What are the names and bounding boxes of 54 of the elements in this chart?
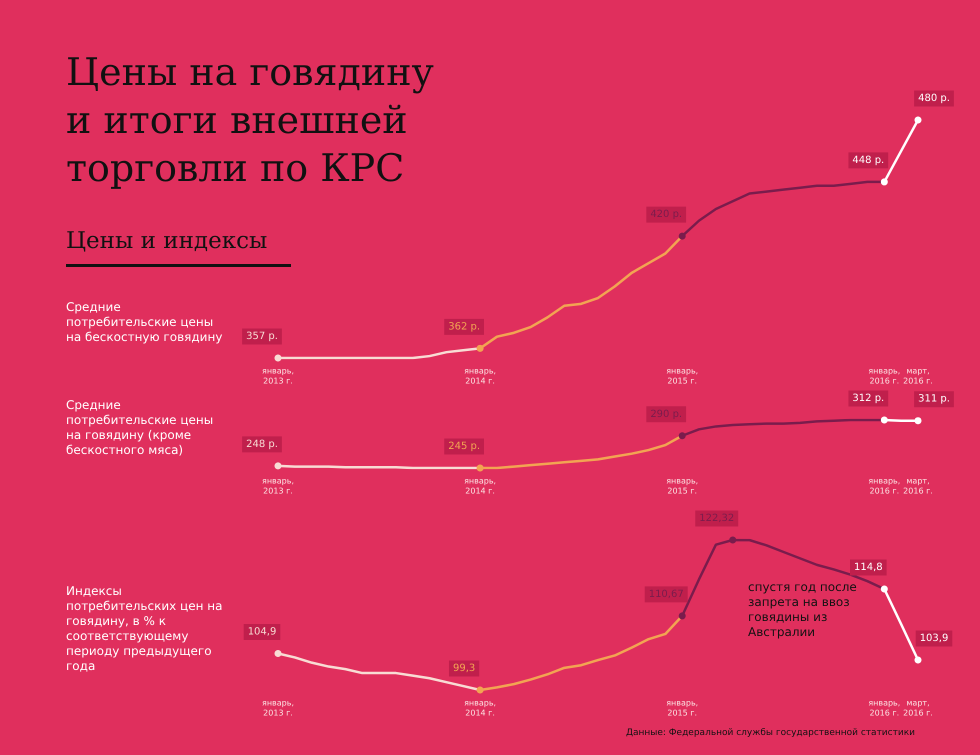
- data-label: 104,9: [248, 626, 276, 638]
- x-tick-label: март, 2016 г.: [903, 366, 933, 386]
- point: [476, 344, 484, 352]
- x-tick-label: январь, 2013 г.: [262, 698, 294, 718]
- x-tick-label: январь, 2014 г.: [464, 476, 496, 496]
- point: [880, 416, 888, 424]
- data-label: 420 р.: [650, 209, 682, 220]
- point: [476, 464, 484, 472]
- point: [880, 178, 888, 186]
- data-label: 103,9: [920, 633, 948, 644]
- x-tick-label: март, 2016 г.: [903, 698, 933, 718]
- x-tick-label: январь, 2016 г.: [868, 476, 900, 496]
- data-label: 122,32: [699, 513, 734, 524]
- point: [678, 432, 686, 440]
- point: [880, 586, 888, 592]
- data-label: 245 р.: [448, 441, 480, 452]
- x-tick-label: январь, 2015 г.: [666, 476, 698, 496]
- y-axis-title: Средние потребительские цены на бескостную говядину: [66, 300, 224, 345]
- data-label: 290 р.: [650, 408, 682, 420]
- x-tick-label: январь, 2016 г.: [868, 366, 900, 386]
- x-tick-label: январь, 2016 г.: [868, 698, 900, 718]
- data-label: 357 р.: [246, 331, 278, 342]
- data-label: 448 р.: [852, 154, 884, 166]
- point: [274, 462, 282, 470]
- point: [914, 116, 922, 124]
- point: [729, 536, 736, 544]
- point: [678, 612, 686, 620]
- y-axis-title: Средние потребительские цены на говядину (кроме бескостного мяса): [66, 398, 214, 458]
- data-label: 248 р.: [246, 438, 278, 450]
- point: [914, 656, 922, 664]
- y-axis-title: Индексы потребительских цен на говядину, в % к соответствующему периоду предыдущего года: [66, 584, 224, 674]
- data-label: 110,67: [648, 588, 684, 600]
- point: [914, 417, 922, 424]
- x-tick-label: январь, 2013 г.: [262, 476, 294, 496]
- point: [274, 354, 282, 362]
- x-tick-label: январь, 2014 г.: [464, 698, 496, 718]
- data-label: 99,3: [452, 663, 476, 674]
- point: [678, 232, 686, 240]
- x-tick-label: январь, 2015 г.: [666, 698, 698, 718]
- data-label: 114,8: [854, 562, 883, 573]
- data-label: 480 р.: [918, 93, 950, 104]
- x-tick-label: январь, 2014 г.: [464, 366, 496, 386]
- data-label: 311 р.: [918, 394, 950, 405]
- text: Данные: Федеральной службы государственной статистики: [626, 728, 915, 738]
- point: [274, 650, 282, 658]
- annotation: спустя год после запрета на ввоз говядины из Австралии: [748, 580, 858, 640]
- point: [476, 686, 484, 694]
- data-label: 312 р.: [852, 393, 884, 404]
- x-tick-label: январь, 2015 г.: [666, 366, 698, 386]
- x-tick-label: январь, 2013 г.: [262, 366, 294, 386]
- data-label: 362 р.: [448, 321, 480, 332]
- text: Цены и индексы: [66, 228, 291, 267]
- chart-title: Цены на говядину и итоги внешней торговли по КРС: [66, 49, 435, 192]
- x-tick-label: март, 2016 г.: [903, 476, 933, 496]
